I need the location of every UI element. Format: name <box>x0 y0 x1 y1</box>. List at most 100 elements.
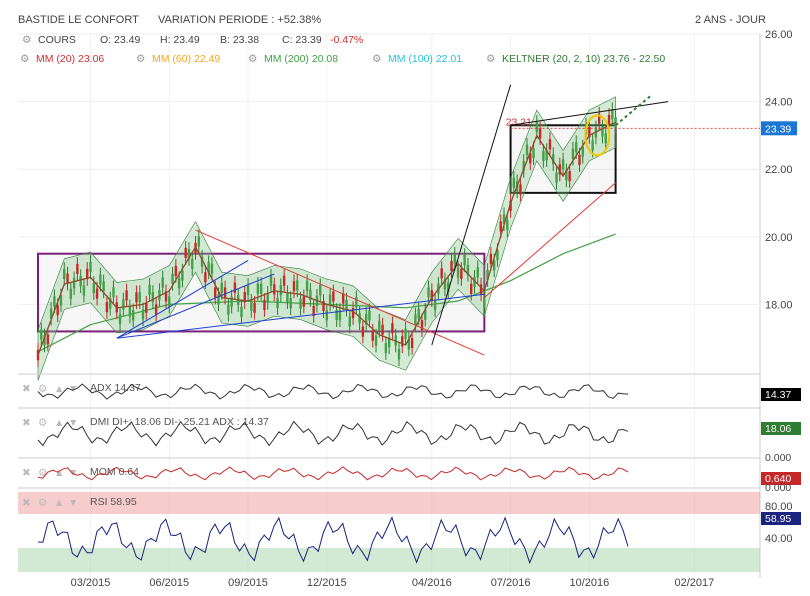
candle-body <box>381 324 384 335</box>
candle-body <box>447 282 450 293</box>
stock-name: BASTIDE LE CONFORT <box>18 14 139 26</box>
candle-body <box>292 281 296 292</box>
candle-body <box>427 287 430 298</box>
quote-row: ⚙ COURS O: 23.49 H: 23.49 B: 23.38 C: 23… <box>22 34 363 46</box>
open-value: O: 23.49 <box>100 34 140 46</box>
candle-body <box>502 214 506 225</box>
price-tick-label: 18.00 <box>765 299 793 311</box>
price-axis: 18.00 20.00 22.00 24.00 26.00 <box>765 29 793 311</box>
candle-body <box>548 139 552 150</box>
candle-body <box>76 263 79 274</box>
candle-body <box>269 275 273 286</box>
indicator-legend-item: ⚙ MM (60) 22.49 <box>136 53 220 65</box>
candle-body <box>40 329 43 340</box>
candle-body <box>552 154 555 165</box>
settings-icon[interactable]: ⚙ <box>22 34 31 46</box>
candle-body <box>135 292 138 303</box>
candle-body <box>322 300 325 312</box>
candle-body <box>266 292 269 303</box>
candle-body <box>128 306 132 317</box>
candle-body <box>125 290 128 301</box>
candle-body <box>217 294 220 305</box>
settings-icon: ⚙ <box>38 467 47 479</box>
date-tick-label: 03/2015 <box>71 577 111 589</box>
candle-body <box>601 126 604 137</box>
candle-body <box>391 323 394 334</box>
candle-body <box>246 285 250 296</box>
candle-body <box>66 273 69 284</box>
date-tick-label: 12/2015 <box>307 577 347 589</box>
indicator-label: MM (60) 22.49 <box>152 53 220 65</box>
period-selector[interactable]: 2 ANS - JOUR <box>695 14 766 26</box>
candle-body <box>250 300 253 311</box>
candle-body <box>161 277 164 288</box>
settings-icon: ⚙ <box>248 53 257 65</box>
settings-icon: ⚙ <box>136 53 145 65</box>
trend-line <box>116 273 275 339</box>
trend-line <box>431 84 512 346</box>
date-tick-label: 09/2015 <box>228 577 268 589</box>
candle-body <box>82 285 86 296</box>
candle-body <box>450 260 453 271</box>
trend-line <box>483 182 616 299</box>
adx-value-badge <box>761 388 801 401</box>
candle-body <box>151 292 155 303</box>
candle-body <box>361 326 365 337</box>
candle-body <box>568 171 571 182</box>
settings-icon: ⚙ <box>372 53 381 65</box>
candle-body <box>309 289 312 300</box>
candle-body <box>558 164 562 175</box>
trend-line <box>510 101 669 126</box>
candle-body <box>102 281 105 292</box>
candle-body <box>145 302 148 313</box>
candle-body <box>89 261 92 273</box>
date-tick-label: 06/2015 <box>149 577 189 589</box>
candle-body <box>253 302 256 313</box>
candle-body <box>95 288 99 299</box>
adx-label: ADX 14.37 <box>90 382 141 394</box>
adx-panel: ✖ ⚙ ▲ ▼ ADX 14.37 14.37 <box>18 373 801 401</box>
highlight-ellipse <box>584 114 611 157</box>
candle-body <box>332 291 335 302</box>
candle-body <box>312 305 315 317</box>
indicator-label: MM (20) 23.06 <box>36 53 104 65</box>
candle-body <box>342 293 345 304</box>
candle-body <box>489 253 493 264</box>
candle-body <box>499 221 502 232</box>
candle-body <box>53 296 56 307</box>
mom-value-badge <box>761 472 801 485</box>
candle-body <box>519 184 522 195</box>
last-price-label: 23.39 <box>765 123 791 135</box>
candle-body <box>207 262 210 273</box>
price-tick-label: 20.00 <box>765 232 793 244</box>
candle-body <box>486 269 489 281</box>
candle-body <box>338 310 342 321</box>
candle-body <box>197 236 201 247</box>
candle-body <box>509 200 512 211</box>
dmi-value-badge <box>761 422 801 435</box>
candle-body <box>581 146 584 157</box>
candle-body <box>430 290 434 301</box>
candle-body <box>233 282 237 293</box>
candle-body <box>230 296 233 307</box>
adx-value-label: 14.37 <box>765 389 791 401</box>
period-variation: VARIATION PERIODE : +52.38% <box>158 14 321 26</box>
mom-label: MOM 0.64 <box>90 466 139 478</box>
close-value: C: 23.39 <box>282 34 322 46</box>
candle-body <box>191 258 194 270</box>
candle-body <box>181 270 184 281</box>
candle-body <box>453 253 456 265</box>
rsi-tick-label: 40.00 <box>765 533 793 545</box>
candle-body <box>420 320 424 331</box>
candle-body <box>319 285 322 296</box>
candle-body <box>374 335 378 346</box>
candle-body <box>240 306 243 317</box>
candle-body <box>407 339 411 350</box>
date-tick-label: 04/2016 <box>412 577 452 589</box>
candle-body <box>109 298 112 309</box>
candle-body <box>131 310 135 321</box>
candle-body <box>69 288 73 299</box>
candle-body <box>99 274 102 285</box>
candle-body <box>410 337 414 349</box>
settings-icon: ⚙ <box>38 497 47 509</box>
